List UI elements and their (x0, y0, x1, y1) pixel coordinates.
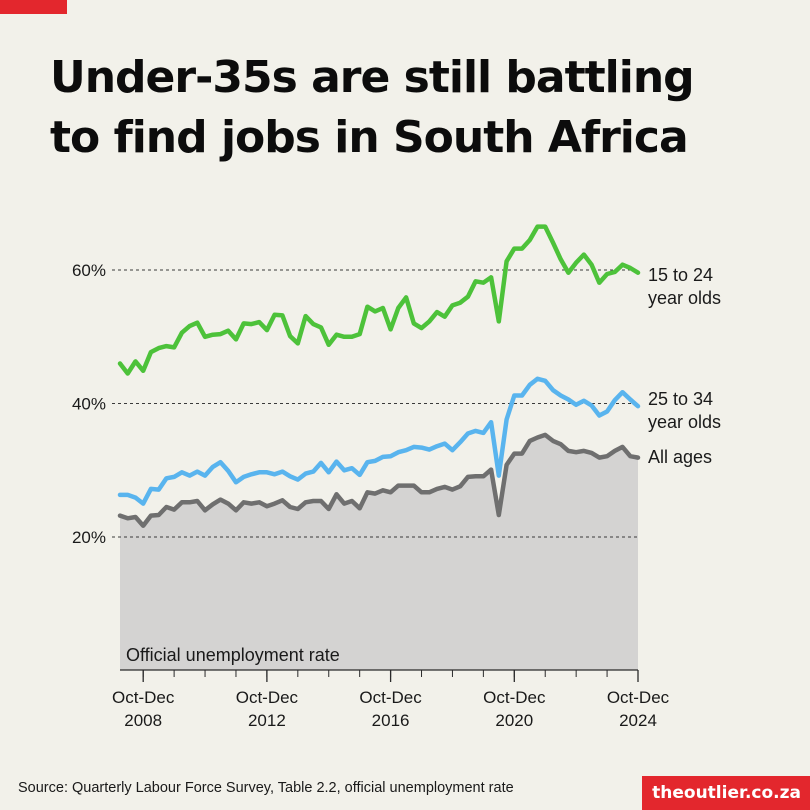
x-tick-label-1: Oct-Dec 2012 (236, 688, 299, 730)
source-note: Source: Quarterly Labour Force Survey, T… (18, 780, 514, 796)
title-line-1: Under-35s are still battling (50, 52, 695, 103)
y-tick-label-2: 60% (72, 261, 106, 280)
brand-logo[interactable]: theoutlier.co.za (642, 776, 810, 810)
series-line-2 (117, 432, 641, 528)
all-ages-area (120, 434, 638, 670)
series-line-0 (117, 224, 641, 376)
x-tick-label-2: Oct-Dec 2016 (359, 688, 422, 730)
x-tick-label-4: Oct-Dec 2024 (607, 688, 670, 730)
x-tick-label-3: Oct-Dec 2020 (483, 688, 546, 730)
series-label-0: 15 to 24 year olds (648, 265, 721, 308)
x-tick-label-0: Oct-Dec 2008 (112, 688, 175, 730)
series-label-1: 25 to 34 year olds (648, 389, 721, 432)
area-label: Official unemployment rate (126, 645, 340, 665)
accent-bar (0, 0, 67, 14)
series-line-1 (117, 376, 641, 506)
title-line-2: to find jobs in South Africa (50, 112, 689, 163)
page-title: Under-35s are still battling to find job… (50, 48, 790, 168)
y-tick-label-0: 20% (72, 528, 106, 547)
y-tick-label-1: 40% (72, 395, 106, 414)
series-label-2: All ages (648, 447, 712, 467)
unemployment-chart: 20% 40% 60% Oct-Dec 2008 Oct-Dec 2012 Oct-Dec 20… (72, 224, 721, 730)
